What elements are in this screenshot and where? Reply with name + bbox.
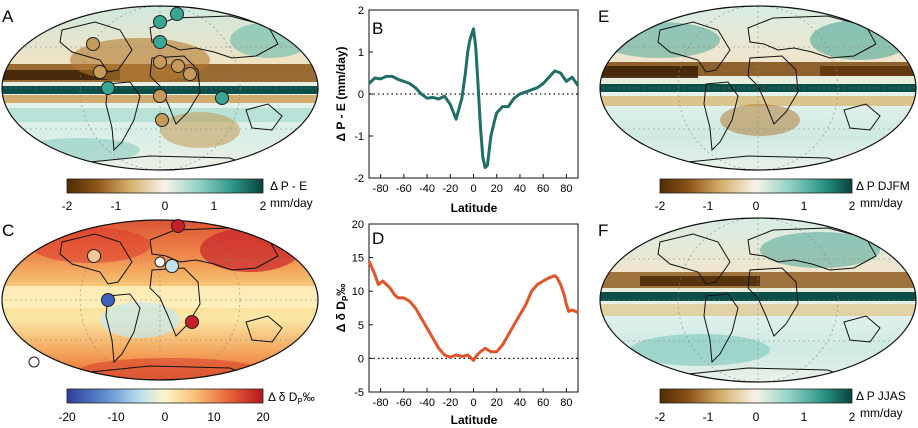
panel-label-c: C — [2, 221, 14, 240]
x-tick-label: 20 — [491, 183, 503, 195]
y-tick-label: 0 — [358, 89, 364, 101]
x-tick-label: -40 — [419, 183, 435, 195]
x-tick-label: 60 — [537, 397, 549, 409]
y-tick-label: 2 — [358, 5, 364, 17]
colorbar-a: -2 -1 0 1 2 Δ P - E mm/day — [62, 178, 313, 213]
panel-label-d: D — [372, 229, 384, 248]
colorbar-f: -2 -1 0 1 2 Δ P JJAS mm/day — [655, 388, 906, 424]
colorbar-label-unit: ‰ — [303, 390, 315, 404]
y-tick-label: -2 — [354, 173, 364, 185]
colorbar-tick: -1 — [703, 410, 714, 424]
y-axis-label: Δ δ DP‰ — [334, 284, 350, 333]
y-tick-label: 0 — [358, 353, 364, 365]
x-tick-label: -60 — [396, 397, 412, 409]
y-tick-label: 10 — [352, 286, 364, 298]
y-tick-labels: -5 0 5 10 15 20 — [352, 219, 373, 399]
map-panel-f — [599, 217, 917, 383]
x-tick-label: -20 — [442, 397, 458, 409]
colorbar-tick: 0 — [162, 199, 169, 213]
colorbar-label-main: Δ δ D — [268, 390, 298, 404]
y-axis-label-unit: ‰ — [334, 284, 348, 296]
x-axis-label: Latitude — [451, 201, 498, 215]
x-tick-label: 0 — [470, 397, 476, 409]
line-chart-b: -80 -60 -40 -20 0 20 40 60 80 -2 -1 0 1 2 Latitude Δ… — [334, 5, 580, 215]
colorbar-tick: 1 — [801, 410, 808, 424]
x-tick-labels: -80 -60 -40 -20 0 20 40 60 80 — [373, 174, 573, 195]
plot-frame — [368, 223, 579, 393]
panel-label-e: E — [598, 7, 609, 26]
y-tick-label: -5 — [354, 387, 364, 399]
y-tick-label: 5 — [358, 320, 364, 332]
y-axis-label-main: Δ δ D — [334, 301, 348, 333]
x-tick-label: -40 — [419, 397, 435, 409]
colorbar-tick: 20 — [256, 410, 270, 424]
panel-label-f: F — [598, 221, 608, 240]
colorbar-label: Δ P JJAS — [856, 389, 906, 403]
colorbar-tick: 2 — [260, 199, 267, 213]
colorbar-tick: 10 — [207, 410, 221, 424]
line-chart-d: -80 -60 -40 -20 0 20 40 60 80 -5 0 5 10 15 20 Latitud… — [334, 219, 579, 427]
x-tick-labels: -80 -60 -40 -20 0 20 40 60 80 — [373, 388, 573, 409]
y-axis-label: Δ P - E (mm/day) — [334, 46, 348, 141]
colorbar-label: Δ P DJFM — [856, 179, 910, 193]
x-tick-label: 40 — [514, 183, 526, 195]
y-tick-label: -1 — [354, 131, 364, 143]
series-line — [367, 27, 580, 169]
x-tick-label: 0 — [470, 183, 476, 195]
colorbar-tick: -2 — [62, 199, 73, 213]
colorbar-c: -20 -10 0 10 20 Δ δ DP‰ — [58, 388, 315, 424]
x-tick-label: 80 — [560, 397, 572, 409]
x-tick-label: -20 — [442, 183, 458, 195]
colorbar-tick: 0 — [162, 410, 169, 424]
map-panel-e — [599, 5, 917, 171]
map-panel-a — [1, 5, 319, 171]
colorbar-tick: -10 — [107, 410, 125, 424]
x-tick-label: 80 — [560, 183, 572, 195]
colorbar-tick: -1 — [111, 199, 122, 213]
y-tick-labels: -2 -1 0 1 2 — [354, 5, 373, 185]
colorbar-tick: 1 — [211, 199, 218, 213]
colorbar-tick: -1 — [703, 199, 714, 213]
colorbar-label-sub: P — [297, 397, 302, 406]
colorbar-label: Δ δ DP‰ — [268, 390, 315, 406]
colorbar-unit: mm/day — [270, 196, 313, 210]
x-tick-label: 60 — [537, 183, 549, 195]
colorbar-tick: 0 — [753, 410, 760, 424]
colorbar-tick: 2 — [849, 199, 856, 213]
colorbar-unit: mm/day — [860, 406, 903, 420]
y-axis-label-sub: P — [341, 295, 350, 301]
colorbar-tick: 2 — [849, 410, 856, 424]
y-tick-label: 1 — [358, 47, 364, 59]
site-markers — [28, 219, 199, 368]
x-tick-label: 40 — [514, 397, 526, 409]
panel-label-a: A — [2, 7, 14, 26]
y-tick-label: 20 — [352, 219, 364, 231]
colorbar-tick: -20 — [58, 410, 76, 424]
x-tick-label: 20 — [491, 397, 503, 409]
x-tick-label: -80 — [373, 183, 389, 195]
x-tick-label: -80 — [373, 397, 389, 409]
colorbar-tick: 0 — [753, 199, 760, 213]
map-panel-c — [1, 219, 319, 381]
colorbar-label: Δ P - E — [270, 179, 307, 193]
colorbar-tick: -2 — [655, 410, 666, 424]
colorbar-unit: mm/day — [860, 196, 903, 210]
colorbar-e: -2 -1 0 1 2 Δ P DJFM mm/day — [655, 178, 910, 213]
panel-label-b: B — [372, 19, 383, 38]
colorbar-tick: -2 — [655, 199, 666, 213]
x-axis-label: Latitude — [451, 413, 498, 427]
x-tick-label: -60 — [396, 183, 412, 195]
y-tick-label: 15 — [352, 253, 364, 265]
colorbar-tick: 1 — [801, 199, 808, 213]
series-line — [367, 260, 579, 362]
site-markers — [86, 7, 229, 127]
